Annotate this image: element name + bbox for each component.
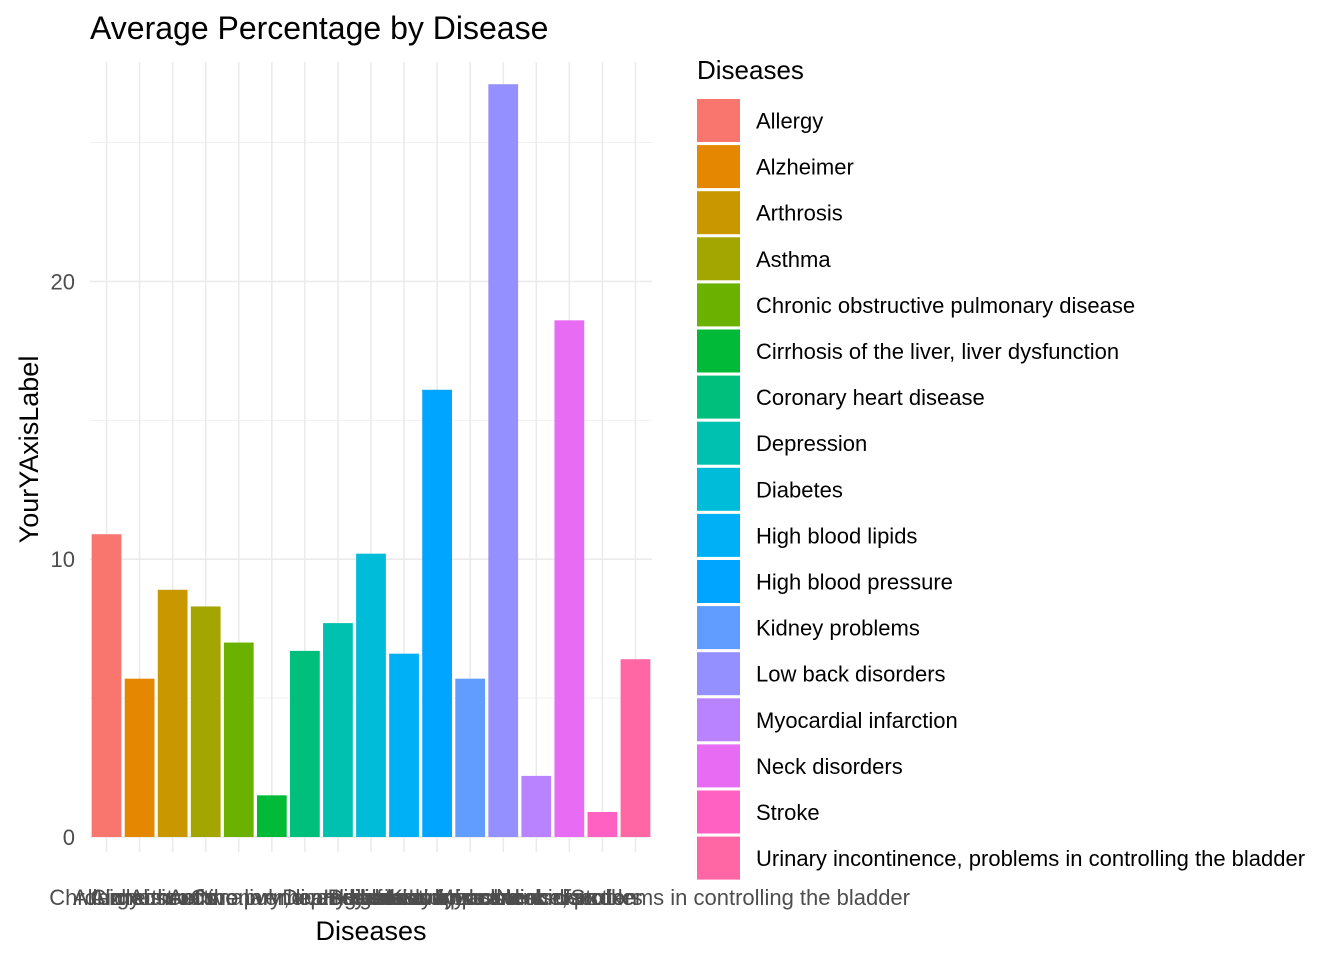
x-tick-label: Coronary heart disease bbox=[191, 885, 420, 910]
bar bbox=[554, 320, 585, 837]
bar bbox=[124, 678, 155, 837]
bar bbox=[223, 642, 254, 837]
legend-label: Urinary incontinence, problems in contro… bbox=[756, 846, 1305, 871]
x-tick-label: Neck disorders bbox=[496, 885, 643, 910]
legend-label: Neck disorders bbox=[756, 754, 903, 779]
legend-swatch bbox=[697, 99, 740, 142]
x-tick-label: Allergy bbox=[73, 885, 140, 910]
legend-label: Chronic obstructive pulmonary disease bbox=[756, 293, 1135, 318]
legend-label: Stroke bbox=[756, 800, 820, 825]
legend-label: Low back disorders bbox=[756, 662, 946, 687]
y-tick-label: 0 bbox=[63, 825, 75, 850]
legend-label: Depression bbox=[756, 431, 867, 456]
legend-swatch bbox=[697, 560, 740, 603]
x-tick-label: High blood pressure bbox=[339, 885, 536, 910]
legend-label: Allergy bbox=[756, 109, 823, 134]
legend-label: Asthma bbox=[756, 247, 831, 272]
bar bbox=[356, 553, 386, 837]
legend-label: Myocardial infarction bbox=[756, 708, 958, 733]
bar bbox=[587, 812, 618, 837]
legend-swatch bbox=[697, 467, 740, 511]
x-tick-label: Diabetes bbox=[328, 885, 415, 910]
bar bbox=[620, 659, 651, 837]
bars-layer bbox=[91, 84, 651, 837]
legend-label: Coronary heart disease bbox=[756, 385, 985, 410]
y-axis-title: YourYAxisLabel bbox=[14, 356, 44, 544]
legend-swatch bbox=[697, 513, 740, 557]
legend-swatch bbox=[697, 421, 740, 465]
legend-swatch bbox=[697, 790, 740, 834]
legend: Allergy Alzheimer Arthrosis Asthma Chronic o… bbox=[697, 99, 1305, 880]
axis-layer: 0 10 20 AllergyAlzheimerArthrosisAsthmaChro… bbox=[14, 269, 910, 946]
x-tick-label: Alzheimer bbox=[91, 885, 189, 910]
legend-swatch bbox=[697, 606, 740, 650]
legend-label: Kidney problems bbox=[756, 616, 920, 641]
legend-swatch bbox=[697, 698, 740, 742]
x-tick-label: Depression bbox=[282, 885, 393, 910]
x-tick-label: Urinary incontinence, problems in contro… bbox=[361, 885, 910, 910]
legend-label: Diabetes bbox=[756, 477, 843, 502]
legend-title: Diseases bbox=[697, 55, 804, 85]
bar bbox=[389, 653, 419, 837]
x-tick-label: Low back disorders bbox=[408, 885, 598, 910]
x-tick-label: Myocardial infarction bbox=[435, 885, 637, 910]
bar bbox=[190, 606, 221, 837]
x-tick-label: Arthrosis bbox=[129, 885, 216, 910]
legend-swatch bbox=[697, 145, 740, 189]
x-tick-label: Kidney problems bbox=[388, 885, 552, 910]
chart-title: Average Percentage by Disease bbox=[90, 10, 549, 46]
legend-swatch bbox=[697, 652, 740, 696]
legend-swatch bbox=[697, 744, 740, 788]
x-tick-label: Stroke bbox=[571, 885, 635, 910]
bar bbox=[323, 623, 353, 837]
x-tick-label: Asthma bbox=[168, 885, 243, 910]
x-tick-label: Chronic obstructive pulmonary disease bbox=[49, 885, 428, 910]
bar bbox=[290, 650, 320, 837]
legend-label: Alzheimer bbox=[756, 155, 854, 180]
x-tick-label: Cirrhosis of the liver, liver dysfunctio… bbox=[90, 885, 453, 910]
bar bbox=[422, 389, 452, 837]
legend-label: Cirrhosis of the liver, liver dysfunctio… bbox=[756, 339, 1119, 364]
legend-label: Arthrosis bbox=[756, 201, 843, 226]
legend-swatch bbox=[697, 375, 740, 419]
x-axis-title: Diseases bbox=[315, 916, 426, 946]
y-tick-label: 20 bbox=[51, 269, 75, 294]
bar bbox=[455, 678, 486, 837]
bar bbox=[157, 589, 188, 837]
legend-swatch bbox=[697, 191, 740, 235]
bar bbox=[521, 775, 552, 837]
legend-swatch bbox=[697, 283, 740, 327]
legend-label: High blood pressure bbox=[756, 570, 953, 595]
legend-swatch bbox=[697, 237, 740, 281]
y-tick-label: 10 bbox=[51, 547, 75, 572]
legend-swatch bbox=[697, 329, 740, 373]
bar bbox=[256, 795, 287, 837]
legend-swatch bbox=[697, 836, 740, 880]
bar bbox=[488, 84, 519, 837]
legend-label: High blood lipids bbox=[756, 523, 917, 548]
x-tick-label: High blood lipids bbox=[323, 885, 484, 910]
bar bbox=[91, 534, 122, 837]
